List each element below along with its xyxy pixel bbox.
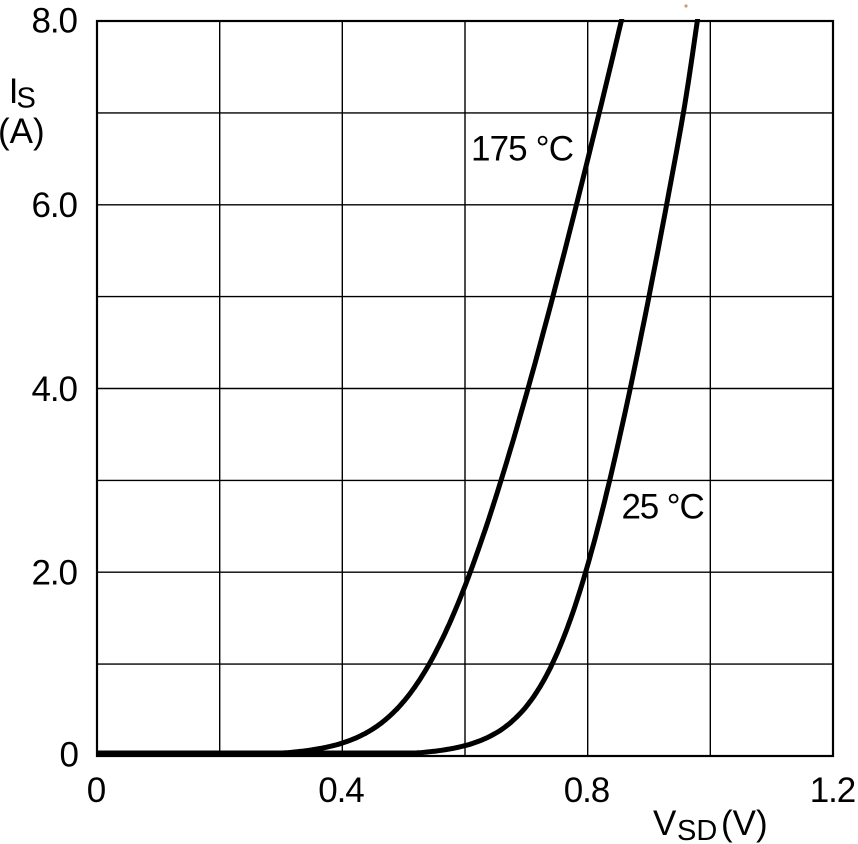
svg-text:6.0: 6.0 xyxy=(32,186,79,225)
svg-text:0: 0 xyxy=(87,771,106,810)
svg-text:0.8: 0.8 xyxy=(564,771,611,810)
svg-text:0.4: 0.4 xyxy=(318,771,365,810)
svg-text:I: I xyxy=(9,72,19,111)
svg-text:(V): (V) xyxy=(721,804,768,843)
svg-text:2.0: 2.0 xyxy=(32,554,79,593)
svg-text:(A): (A) xyxy=(0,112,45,151)
svg-text:8.0: 8.0 xyxy=(32,2,79,41)
svg-text:S: S xyxy=(17,83,36,115)
svg-text:25 °C: 25 °C xyxy=(622,488,705,527)
svg-text:175 °C: 175 °C xyxy=(471,130,574,169)
svg-text:V: V xyxy=(653,804,677,843)
svg-text:0: 0 xyxy=(60,736,79,775)
svg-text:SD: SD xyxy=(677,815,717,844)
svg-text:1.2: 1.2 xyxy=(810,771,857,810)
svg-text:4.0: 4.0 xyxy=(32,370,79,409)
